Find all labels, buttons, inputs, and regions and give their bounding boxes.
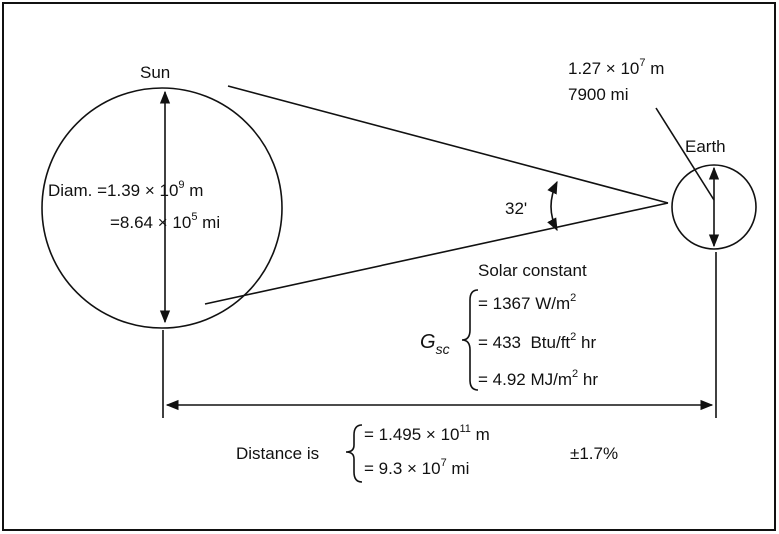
gsc-symbol: Gsc [420,331,450,357]
leader-line [655,107,715,201]
text-part: G [420,331,436,353]
text-part: 9 [178,179,184,191]
solar-constant-title: Solar constant [478,261,587,280]
angle-label: 32' [505,199,527,218]
earth-label: Earth [685,137,726,156]
brace [461,289,479,391]
sun-circle [41,87,283,329]
text-part: 5 [191,211,197,223]
text-part: = 4.92 MJ/m [478,370,572,389]
distance-value: = 9.3 × 107 mi [364,457,469,478]
distance-value: = 1.495 × 1011 m [364,423,490,444]
text-part: = 1.495 × 10 [364,425,459,444]
text-part: sc [436,341,450,357]
text-part: = 433 Btu/ft [478,333,570,352]
text-part: =8.64 × 10 [110,213,191,232]
text-part: 1.27 × 10 [568,59,639,78]
text-part: = 1367 W/m [478,294,570,313]
text-part: hr [578,370,598,389]
text-part: hr [576,333,596,352]
text-part: mi [447,459,470,478]
sun-diameter-m: Diam. =1.39 × 109 m [48,179,203,200]
text-part: 11 [459,423,470,435]
text-part: = 9.3 × 10 [364,459,441,478]
earth-circle [671,164,757,250]
text-part: m [646,59,665,78]
sun-diameter-mi: =8.64 × 105 mi [110,211,220,232]
text-part: 2 [572,368,578,380]
text-part: 7 [639,57,645,69]
text-part: 7 [441,457,447,469]
solar-constant-value: = 1367 W/m2 [478,292,576,313]
solar-constant-value: = 433 Btu/ft2 hr [478,331,596,352]
brace [345,424,363,483]
text-part: 2 [570,331,576,343]
earth-diameter-m: 1.27 × 107 m [568,57,664,78]
text-part: Diam. =1.39 × 10 [48,181,178,200]
tangent-line [204,202,669,305]
text-part: 2 [570,292,576,304]
earth-diameter-mi: 7900 mi [568,85,628,104]
angle-arc [547,180,558,232]
solar-constant-value: = 4.92 MJ/m2 hr [478,368,598,389]
sun-label: Sun [140,63,170,82]
text-part: mi [197,213,220,232]
distance-label: Distance is [236,444,319,463]
text-part: m [185,181,204,200]
text-part: m [471,425,490,444]
distance-tolerance: ±1.7% [570,444,618,463]
tangent-line [227,85,669,204]
